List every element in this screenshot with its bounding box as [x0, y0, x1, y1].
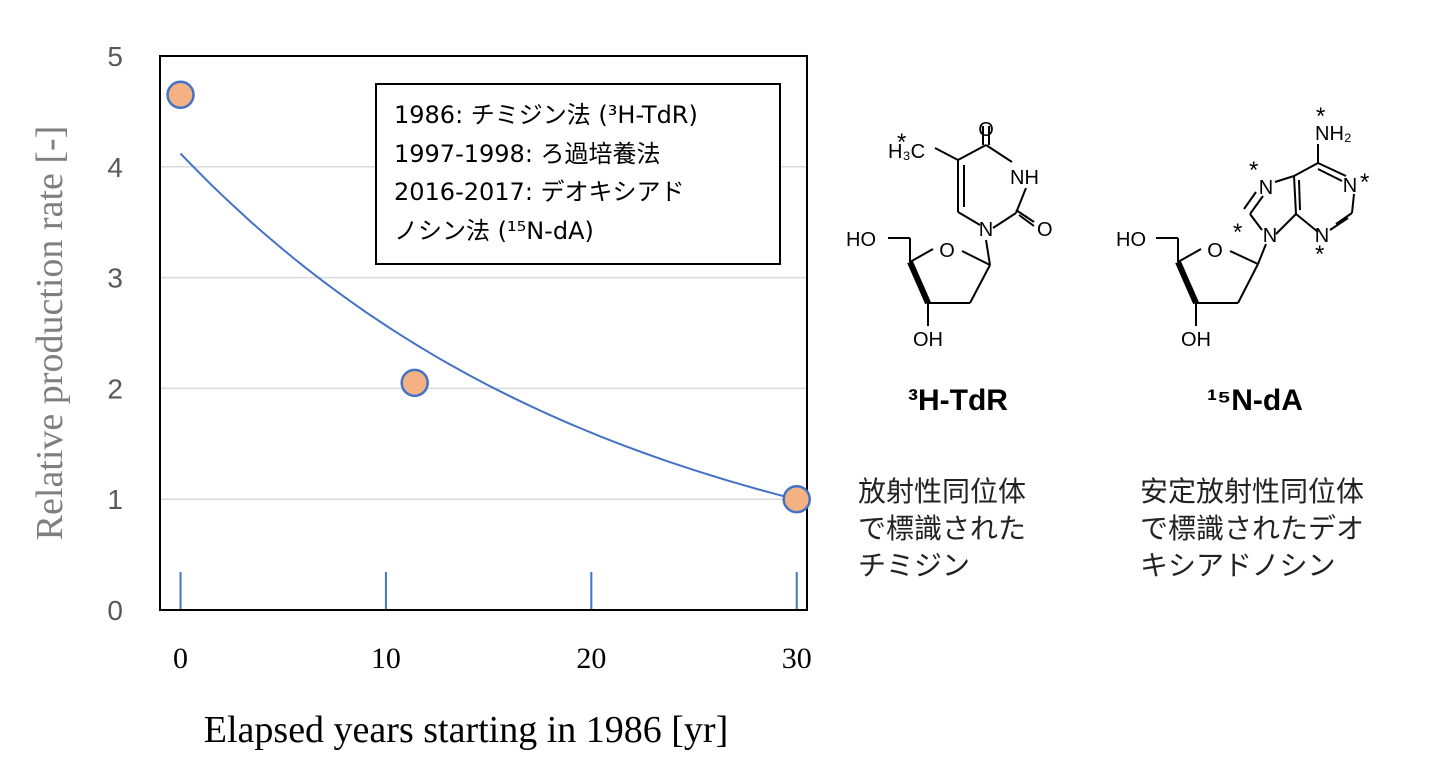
deoxyadenosine-name: ¹⁵N-dA	[1207, 384, 1303, 417]
legend-box: 1986: チミジン法 (³H-TdR) 1997-1998: ろ過培養法 20…	[375, 83, 781, 265]
y-tick-labels: 0 1 2 3 4 5	[107, 41, 123, 626]
y-tick-label: 2	[107, 373, 123, 404]
deoxyadenosine-star-n1: *	[1360, 169, 1369, 196]
y-axis-title: Relative production rate [-]	[29, 126, 71, 541]
deoxyadenosine-ring-o: O	[1207, 240, 1223, 262]
thymidine-label-star: *	[897, 129, 906, 156]
legend-line-2: 1997-1998: ろ過培養法	[394, 140, 661, 168]
y-tick-label: 3	[107, 263, 123, 294]
x-tick-label: 20	[576, 642, 606, 675]
deoxyadenosine-nh2: NH₂	[1315, 123, 1352, 145]
y-tick-label: 5	[107, 41, 123, 72]
deoxyadenosine-desc-2: で標識されたデオ	[1140, 512, 1364, 545]
thymidine-o-top: O	[978, 119, 994, 141]
deoxyadenosine-star-n9: *	[1233, 219, 1242, 246]
deoxyadenosine-n9: N	[1263, 225, 1277, 247]
data-point	[782, 484, 811, 514]
deoxyadenosine-n7: N	[1259, 177, 1273, 199]
x-tick-marks	[179, 572, 798, 610]
deoxyadenosine-star-n7: *	[1249, 157, 1258, 184]
legend-line-1: 1986: チミジン法 (³H-TdR)	[394, 101, 698, 129]
deoxyadenosine-ho: HO	[1116, 229, 1146, 251]
data-point	[400, 368, 429, 398]
thymidine-ring-o: O	[939, 240, 955, 262]
thymidine-methyl: H₃C	[888, 141, 925, 163]
y-tick-label: 1	[107, 484, 123, 515]
thymidine-desc-1: 放射性同位体	[858, 475, 1026, 508]
y-tick-label: 4	[107, 152, 123, 183]
thymidine-n: N	[979, 219, 993, 241]
legend-line-3: 2016-2017: デオキシアド	[394, 178, 685, 206]
data-point	[166, 80, 195, 110]
thymidine-oh: OH	[913, 329, 943, 351]
trend-line	[179, 152, 797, 501]
deoxyadenosine-star-nh2: *	[1316, 103, 1325, 130]
deoxyadenosine-oh: OH	[1181, 329, 1211, 351]
deoxyadenosine-star-n3: *	[1315, 241, 1324, 268]
molecule-deoxyadenosine: NH₂ * N * N * N * N * HO O OH ¹⁵N-dA 安定放…	[1116, 103, 1369, 582]
deoxyadenosine-bonds	[1156, 144, 1355, 326]
thymidine-desc-2: で標識された	[858, 512, 1026, 545]
thymidine-name: ³H-TdR	[908, 384, 1008, 417]
x-tick-label: 30	[782, 642, 812, 675]
thymidine-nh: NH	[1010, 167, 1039, 189]
thymidine-ho: HO	[846, 229, 876, 251]
y-tick-label: 0	[107, 595, 123, 626]
x-axis-title: Elapsed years starting in 1986 [yr]	[204, 709, 728, 751]
x-tick-label: 0	[173, 642, 188, 675]
molecule-thymidine: O NH O N H₃C * HO O OH ³H-TdR 放射性同位体 で標識…	[846, 119, 1053, 582]
deoxyadenosine-desc-3: キシアドノシン	[1140, 549, 1335, 582]
deoxyadenosine-n3: N	[1315, 225, 1329, 247]
thymidine-desc-3: チミジン	[858, 549, 970, 582]
plot-frame	[159, 55, 808, 611]
thymidine-o-right: O	[1037, 219, 1053, 241]
thymidine-bonds	[888, 126, 1035, 326]
deoxyadenosine-desc-1: 安定放射性同位体	[1140, 475, 1364, 508]
x-tick-labels: 0 10 20 30	[173, 642, 812, 675]
data-points	[166, 80, 811, 514]
deoxyadenosine-n1: N	[1343, 175, 1357, 197]
legend-frame	[375, 83, 781, 265]
chart: 0 1 2 3 4 5 0 10 20 30 Relative production rate …	[29, 41, 812, 751]
x-tick-label: 10	[371, 642, 401, 675]
legend-line-4: ノシン法 (¹⁵N-dA)	[394, 217, 594, 245]
